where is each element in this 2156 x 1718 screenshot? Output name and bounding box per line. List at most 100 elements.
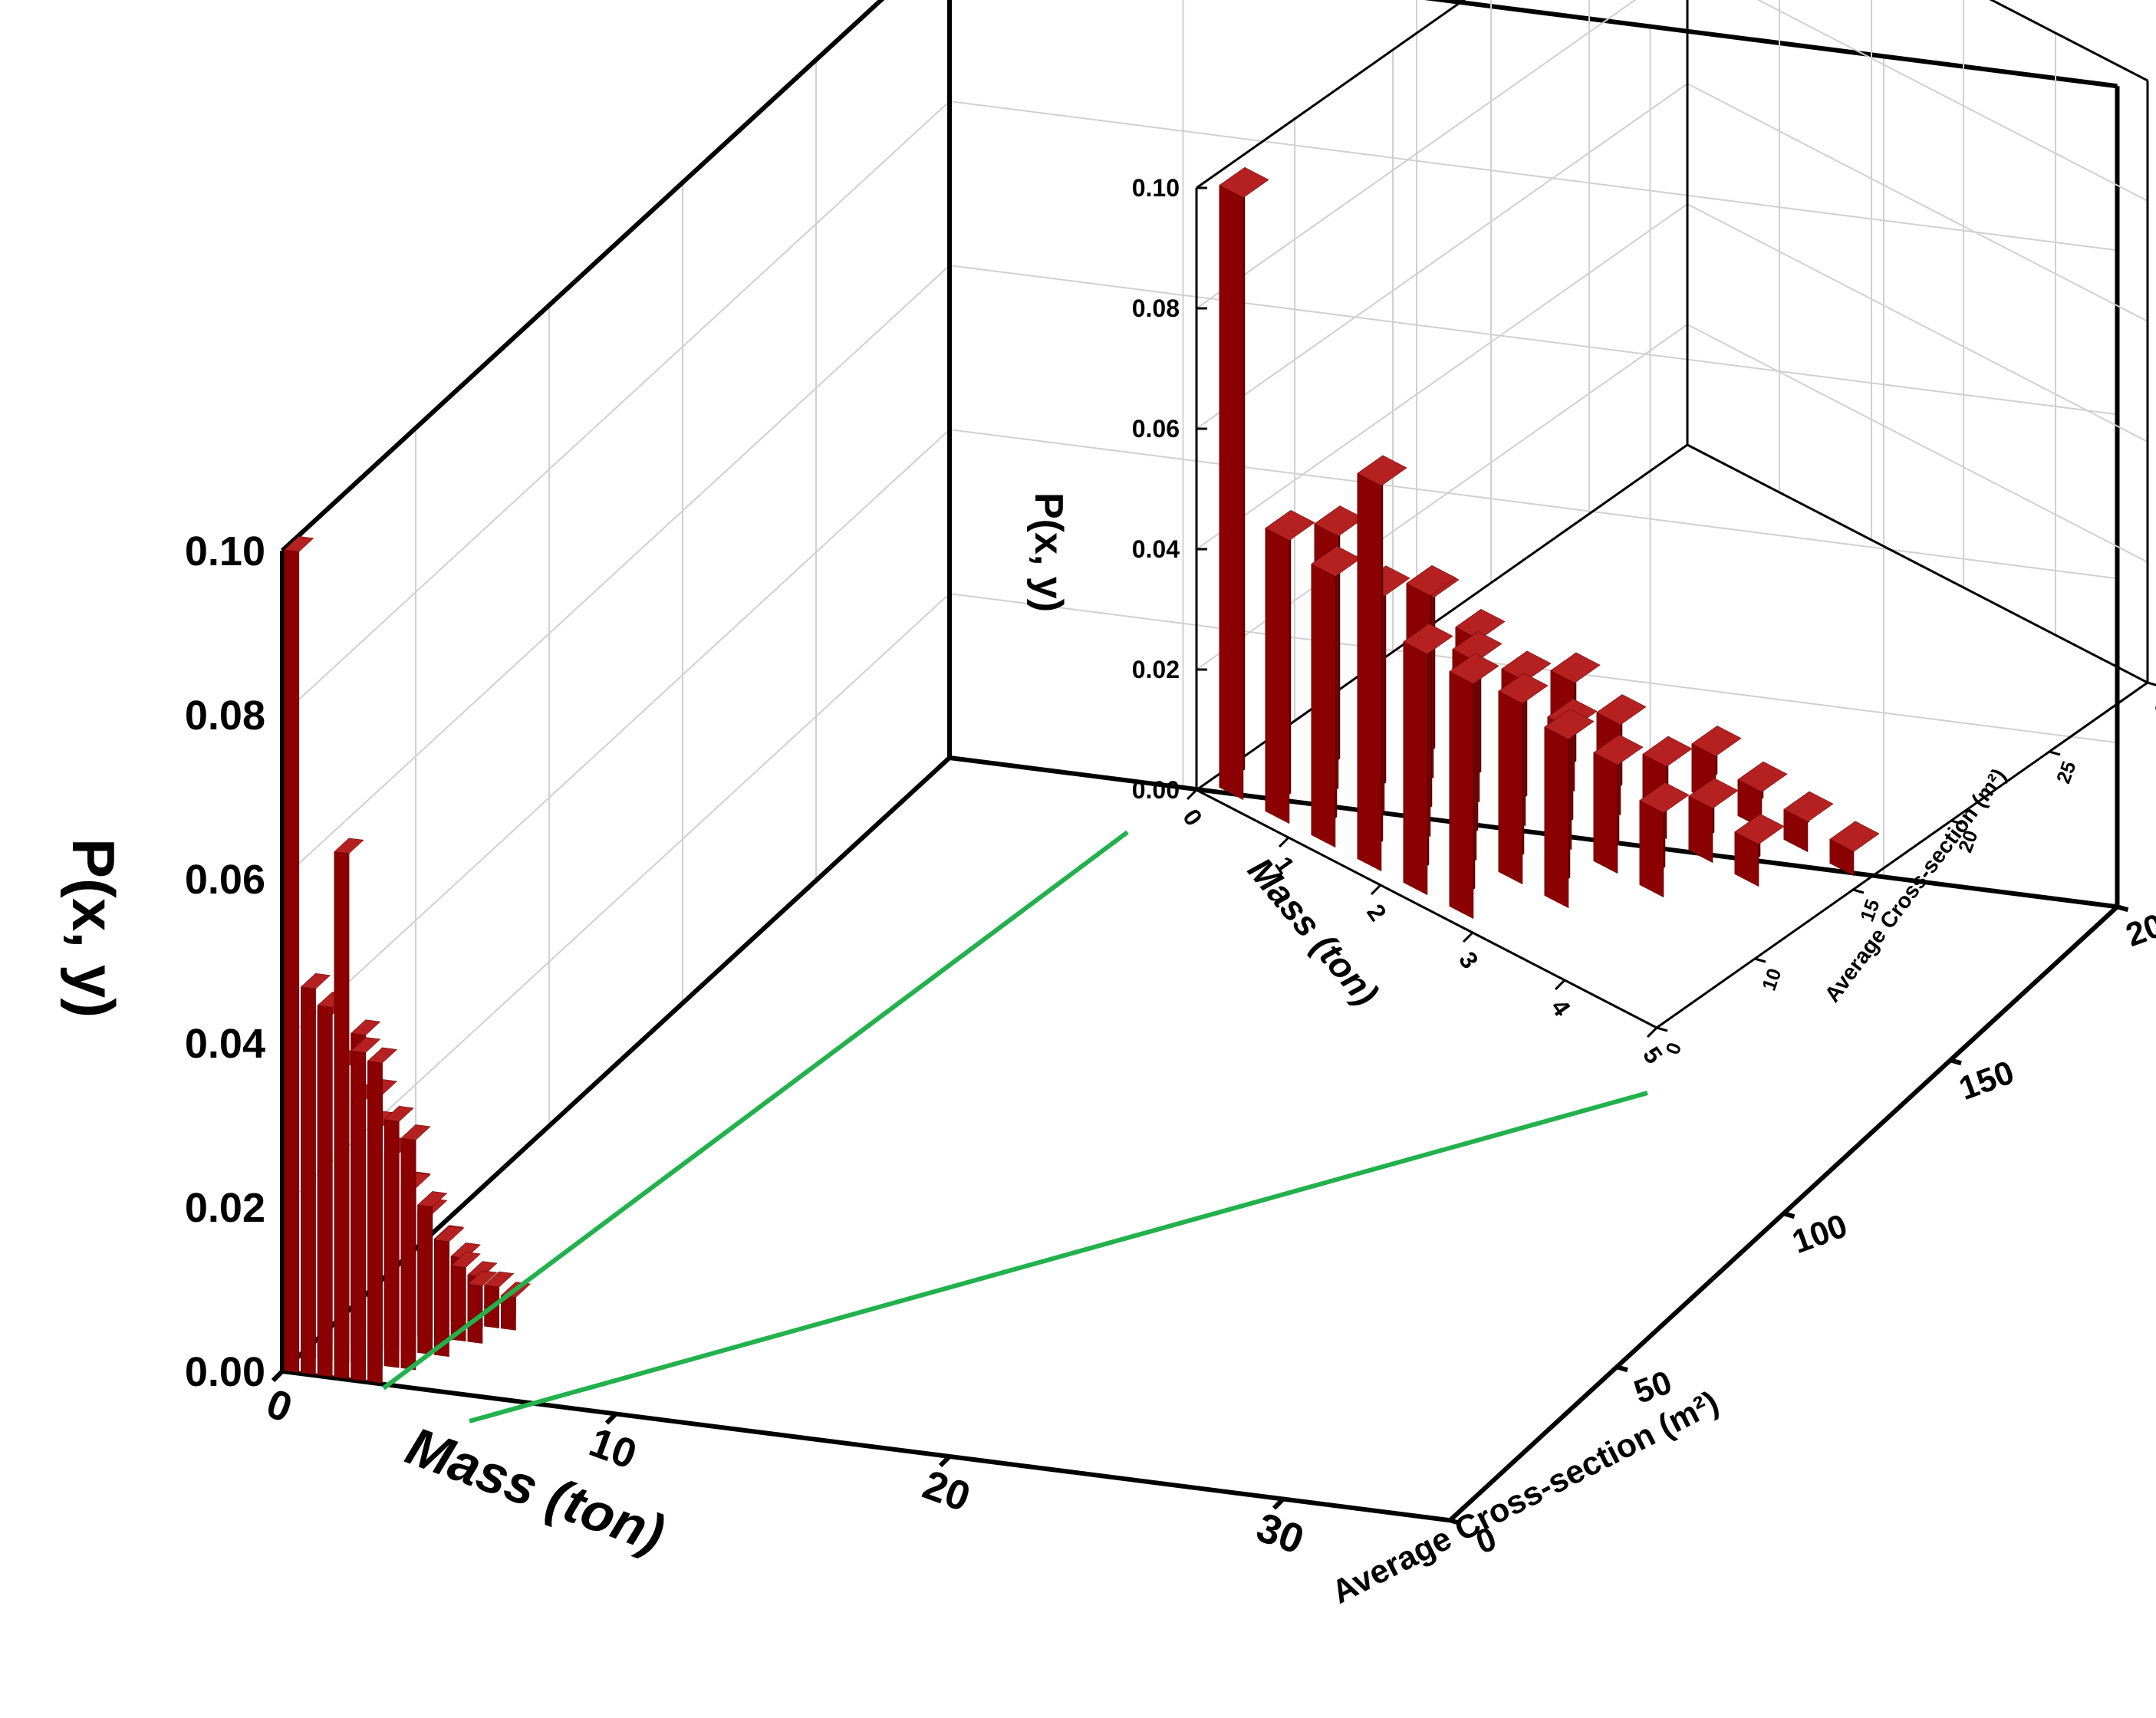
inset-z-tick-label: 0.04: [1132, 535, 1180, 563]
inset-z-tick-label: 0.02: [1132, 656, 1180, 683]
inset-x-axis-label: Mass (ton): [1240, 850, 1386, 1013]
main-y-tick-mark: [2116, 904, 2129, 913]
inset-y-tick-label: 25: [2052, 759, 2080, 786]
main-z-tick-label: 0.02: [185, 1185, 265, 1231]
inset-bar: [1544, 708, 1595, 909]
main-y-axis-label: Average Cross-section (m²): [1326, 1384, 1724, 1611]
main-x-tick-label: 20: [917, 1462, 976, 1521]
inset-bar: [1734, 813, 1785, 887]
main-y-tick-label: 150: [1954, 1054, 2019, 1107]
main-wall-gridline: [281, 428, 2118, 1044]
inset-z-tick-label: 0.08: [1132, 295, 1180, 322]
inset-y-tick-label: 10: [1758, 966, 1786, 993]
inset-bar: [1639, 782, 1690, 898]
main-y-tick-mark: [1449, 1518, 1462, 1526]
inset-z-tick-label: 0.00: [1132, 776, 1180, 804]
main-z-tick-label: 0.10: [185, 528, 265, 574]
main-y-tick-mark: [1616, 1364, 1628, 1373]
inset-x-tick-mark: [1186, 788, 1198, 801]
inset-x-tick-mark: [1462, 931, 1474, 943]
inset-bars: [1219, 166, 1880, 920]
inset-x-tick-mark: [1370, 884, 1382, 896]
main-x-tick-label: 0: [261, 1381, 298, 1432]
inset-y-tick-label: 0: [1662, 1040, 1686, 1058]
inset-axis-line: [1196, 0, 1466, 189]
main-y-tick-label: 100: [1788, 1207, 1852, 1261]
inset-y-axis-label: Average Cross-section (m²): [1820, 764, 2012, 1007]
main-y-tick-mark: [1950, 1058, 1962, 1066]
inset-x-tick-mark: [1278, 836, 1290, 848]
main-bar: [417, 1190, 448, 1355]
inset-wall-gridline: [1196, 202, 2148, 550]
main-bar: [400, 1124, 431, 1371]
main-bar: [334, 838, 364, 1379]
inset-z-tick-label: 0.06: [1132, 415, 1180, 443]
inset-bar: [1265, 509, 1315, 824]
main-wall-gridline: [281, 100, 2118, 716]
main-x-tick-mark: [604, 1412, 618, 1425]
inset-z-tick-label: 0.10: [1132, 174, 1180, 202]
inset-x-tick-label: 2: [1361, 899, 1392, 926]
inset-axis-line: [1656, 681, 2148, 1029]
zoom-connectors: [382, 830, 1648, 1423]
main-x-tick-mark: [271, 1369, 285, 1383]
main-bar: [467, 1270, 498, 1344]
inset-bar: [1691, 725, 1742, 805]
zoom-connector-line: [469, 1091, 1648, 1423]
main-wall-gridline: [281, 0, 2118, 551]
main-axis-line: [281, 1369, 1450, 1523]
inset-y-tick-mark: [1852, 888, 1865, 894]
main-z-tick-label: 0.00: [185, 1349, 265, 1395]
inset-bar: [1829, 821, 1880, 877]
main-bar: [284, 535, 314, 1373]
main-z-tick-label: 0.08: [185, 693, 265, 739]
inset-bar: [1357, 455, 1407, 872]
zoom-connector-line: [382, 830, 1129, 1391]
main-bar: [367, 1047, 398, 1384]
inset-bar: [1449, 653, 1499, 920]
main-bar: [383, 1105, 414, 1368]
inset-x-tick-label: 3: [1453, 946, 1484, 973]
inset-x-tick-mark: [1646, 1026, 1658, 1038]
inset-bar: [1688, 778, 1739, 864]
inset-y-tick-mark: [2147, 681, 2156, 686]
main-z-tick-label: 0.04: [185, 1021, 265, 1067]
inset-bar: [1311, 545, 1361, 848]
main-bar: [317, 991, 347, 1377]
inset-bar: [1219, 166, 1269, 801]
inset-z-axis-label: P(x, y): [1026, 492, 1071, 612]
inset-bar: [1783, 791, 1834, 853]
main-axis-line: [949, 755, 2118, 910]
inset-bar: [1403, 623, 1453, 896]
inset-axis-line: [1196, 788, 1657, 1029]
inset-y-tick-label: 30: [2151, 690, 2156, 717]
inset-chart: 0.000.020.040.060.080.100123450101520253…: [1026, 0, 2156, 1068]
main-x-tick-label: 10: [584, 1419, 643, 1478]
inset-y-tick-mark: [1950, 819, 1963, 825]
main-y-tick-mark: [1782, 1211, 1796, 1219]
inset-y-tick-mark: [1754, 957, 1766, 963]
main-bar: [351, 1036, 381, 1381]
inset-axis-line: [1989, 0, 2148, 82]
inset-axis-line: [1687, 443, 2148, 684]
main-x-tick-mark: [938, 1454, 952, 1468]
inset-y-tick-mark: [2049, 750, 2061, 756]
inset-x-tick-label: 4: [1545, 994, 1576, 1021]
inset-bar: [1498, 673, 1549, 885]
inset-bar: [1737, 761, 1788, 829]
main-axis-line: [1424, 0, 2118, 89]
main-bar: [300, 973, 331, 1375]
main-z-tick-label: 0.06: [185, 857, 265, 903]
main-z-axis-label: P(x, y): [60, 838, 127, 1018]
inset-axes: 0.000.020.040.060.080.100123450101520253…: [1132, 0, 2156, 1068]
inset-x-tick-label: 0: [1177, 804, 1208, 831]
main-axis-line: [280, 0, 885, 553]
inset-y-tick-mark: [1656, 1026, 1668, 1032]
inset-wall-gridline: [1196, 0, 2148, 309]
inset-wall-gridline: [1196, 82, 2148, 430]
main-x-tick-label: 30: [1251, 1504, 1310, 1563]
main-x-tick-mark: [1272, 1497, 1285, 1510]
inset-bar: [1593, 734, 1644, 874]
